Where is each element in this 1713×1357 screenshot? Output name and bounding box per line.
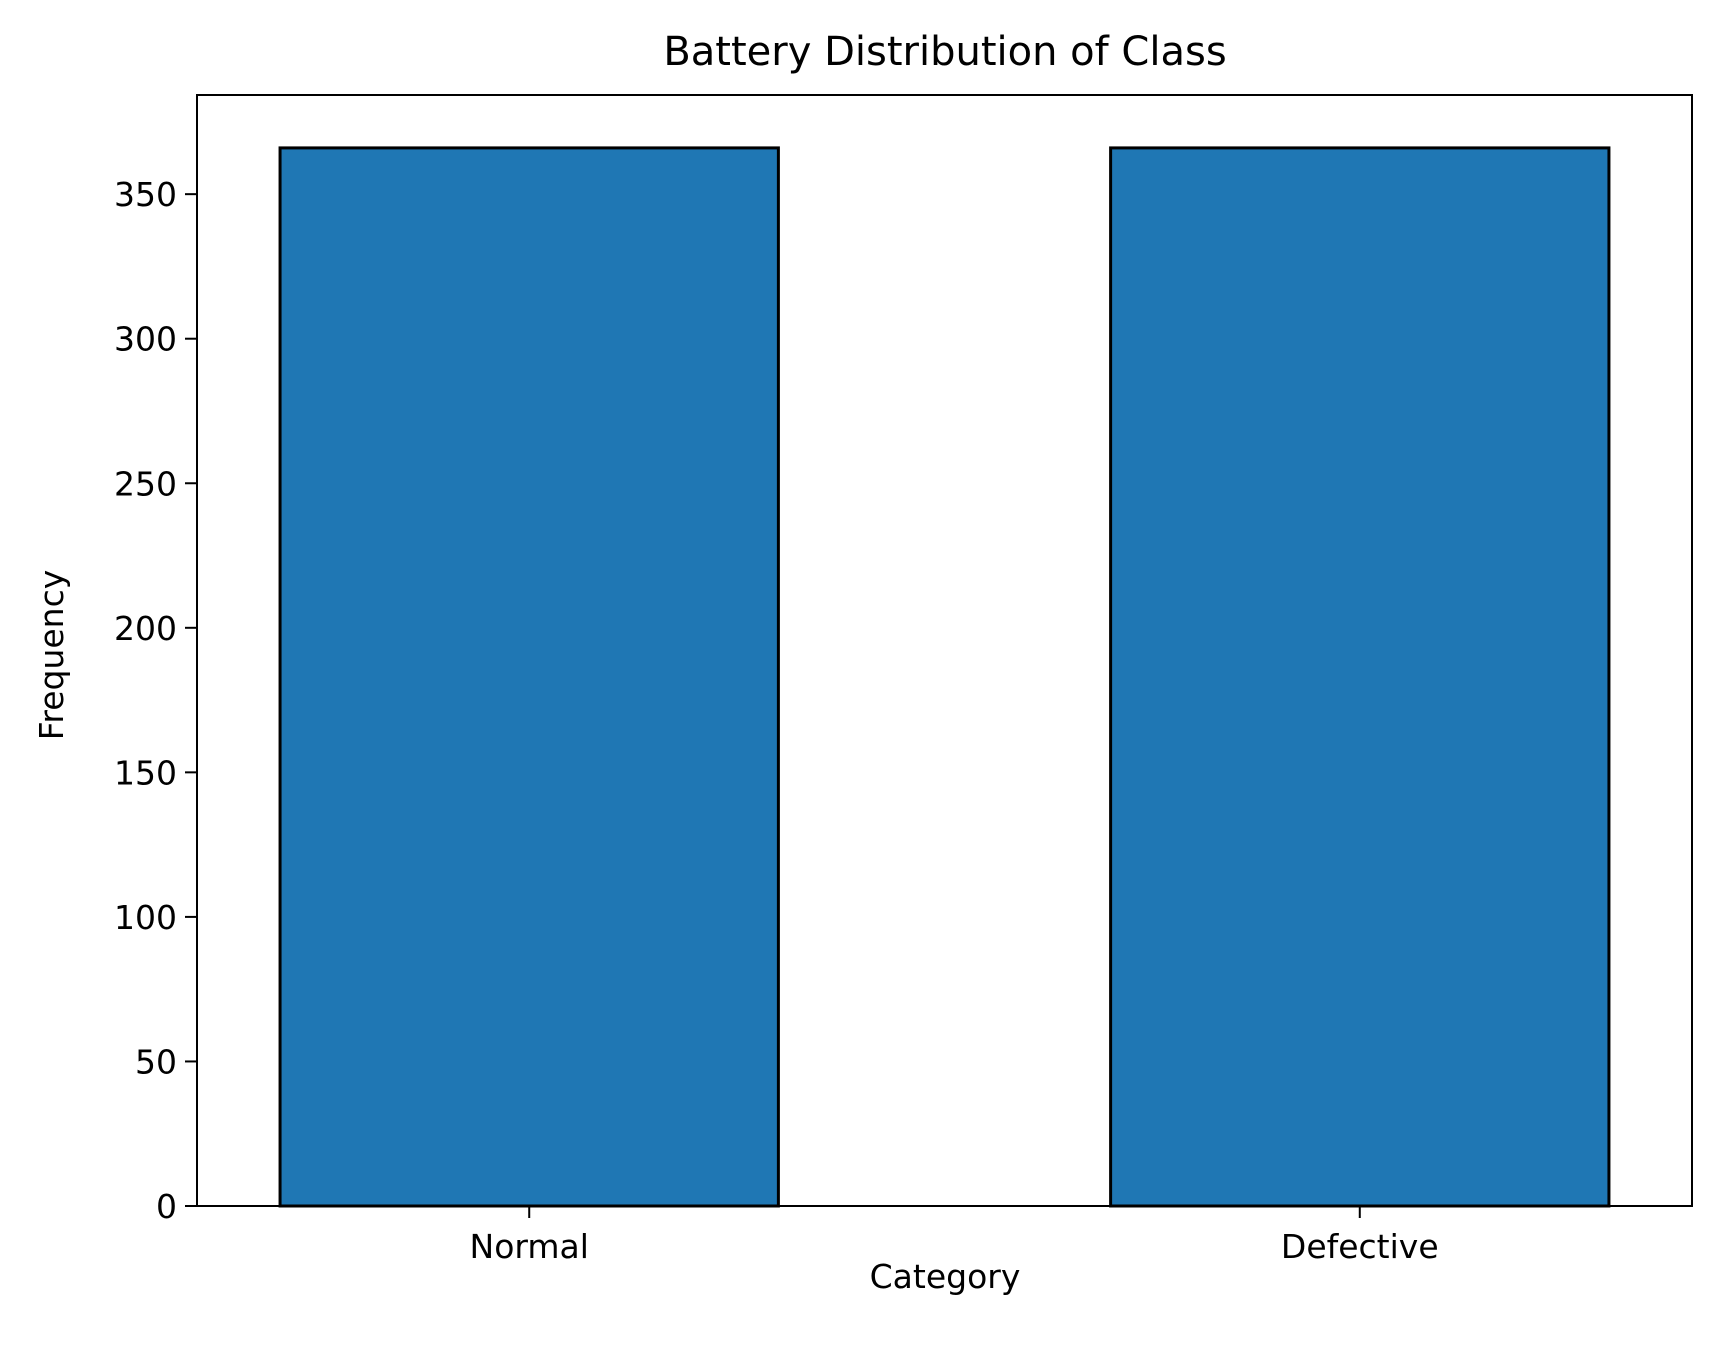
y-tick-label: 50	[135, 1042, 177, 1081]
y-tick-label: 0	[156, 1187, 177, 1226]
x-tick-label: Normal	[470, 1227, 589, 1266]
chart-title: Battery Distribution of Class	[663, 29, 1226, 75]
x-axis: Normal Defective	[470, 1206, 1439, 1266]
y-tick-label: 100	[114, 898, 177, 937]
bar-normal	[278, 146, 780, 1208]
y-tick-label: 350	[114, 175, 177, 214]
y-axis-title: Frequency	[32, 570, 71, 740]
y-tick-label: 250	[114, 464, 177, 503]
bars-layer	[278, 146, 1611, 1208]
y-tick-label: 300	[114, 320, 177, 359]
y-axis: 0 50 100 150 200 250 300 350	[114, 175, 197, 1226]
x-axis-title: Category	[870, 1257, 1021, 1296]
y-tick-label: 150	[114, 753, 177, 792]
y-tick-label: 200	[114, 609, 177, 648]
plot-frame	[196, 94, 1693, 1207]
bar-defective	[1109, 146, 1611, 1208]
x-tick-label: Defective	[1281, 1227, 1439, 1266]
